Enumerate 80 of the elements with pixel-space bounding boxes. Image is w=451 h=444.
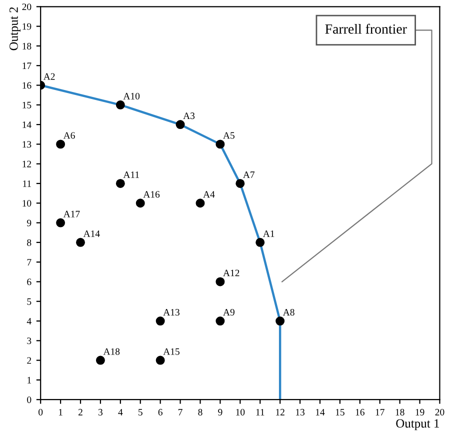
x-tick-label: 14 <box>316 408 325 416</box>
point <box>56 140 66 149</box>
y-tick-label: 8 <box>27 239 32 246</box>
x-tick-label: 0 <box>38 408 43 416</box>
x-tick-label: 15 <box>336 408 344 416</box>
y-tick-label: 1 <box>28 376 31 384</box>
y-tick-label: 0 <box>27 396 32 404</box>
y-tick-label: 10 <box>22 200 32 207</box>
point <box>116 178 125 188</box>
point <box>136 198 145 208</box>
y-tick-label: 5 <box>27 298 32 305</box>
point <box>236 178 245 188</box>
annotation: A5 <box>223 132 234 139</box>
point <box>96 356 105 365</box>
point <box>256 238 265 247</box>
annotation: A9 <box>223 309 234 316</box>
annotation: A17 <box>63 210 80 218</box>
y-tick-label: 12 <box>22 160 32 168</box>
annotation: Farrell frontier <box>325 24 407 34</box>
x-tick-label: 12 <box>276 408 284 416</box>
point <box>156 316 165 326</box>
annotation: A12 <box>223 270 240 276</box>
point <box>56 218 66 228</box>
point <box>196 198 205 208</box>
x-tick-label: 20 <box>435 408 444 416</box>
point <box>76 238 85 247</box>
annotation: A14 <box>83 230 100 237</box>
y-tick-label: 20 <box>22 4 32 10</box>
x-tick-label: 3 <box>98 408 103 416</box>
x-axis-title: Output 1 <box>396 419 439 430</box>
y-axis-title: Output 2 <box>10 7 20 50</box>
point <box>216 316 225 326</box>
y-tick-label: 13 <box>22 141 32 148</box>
point <box>216 140 225 149</box>
point <box>216 277 225 286</box>
x-tick-label: 18 <box>396 408 404 416</box>
point <box>156 356 165 365</box>
y-tick-label: 11 <box>23 180 31 187</box>
annotation: A18 <box>103 348 120 355</box>
y-tick-label: 7 <box>27 259 32 266</box>
x-tick-label: 9 <box>218 408 222 416</box>
annotation: A8 <box>282 308 294 316</box>
x-tick-label: 8 <box>198 408 202 416</box>
annotation: A2 <box>43 73 55 80</box>
x-tick-label: 10 <box>236 408 245 416</box>
x-tick-label: 19 <box>416 408 424 416</box>
y-tick-label: 18 <box>22 42 32 50</box>
annotation: A16 <box>143 191 160 198</box>
x-tick-label: 2 <box>78 408 82 416</box>
x-tick-label: 4 <box>118 408 123 416</box>
annotation: A3 <box>183 112 195 120</box>
x-tick-label: 17 <box>376 408 384 416</box>
y-tick-label: 16 <box>22 82 32 89</box>
y-tick-label: 2 <box>27 357 32 364</box>
annotation: A7 <box>243 172 255 178</box>
y-tick-label: 19 <box>22 23 32 30</box>
y-tick-label: 6 <box>27 278 32 286</box>
x-tick-label: 13 <box>296 408 305 416</box>
x-tick-label: 7 <box>178 409 182 416</box>
annotation: A13 <box>163 309 180 316</box>
point <box>176 120 185 130</box>
point <box>276 316 285 326</box>
y-tick-label: 17 <box>22 62 32 69</box>
x-tick-label: 1 <box>58 408 62 416</box>
annotation: A15 <box>163 348 180 355</box>
annotation: A4 <box>203 191 215 198</box>
annotation: A6 <box>63 132 75 139</box>
y-tick-label: 4 <box>26 318 32 324</box>
annotation: A10 <box>123 92 140 100</box>
annotation: A1 <box>262 230 274 237</box>
x-tick-label: 5 <box>138 409 142 416</box>
x-tick-label: 6 <box>158 408 162 416</box>
y-tick-label: 9 <box>27 220 32 226</box>
x-tick-label: 11 <box>256 408 264 416</box>
y-tick-label: 3 <box>27 338 32 344</box>
x-tick-label: 16 <box>356 408 364 416</box>
y-tick-label: 14 <box>22 121 32 128</box>
y-tick-label: 15 <box>22 102 32 108</box>
point <box>116 100 125 110</box>
annotation: A11 <box>123 172 139 178</box>
